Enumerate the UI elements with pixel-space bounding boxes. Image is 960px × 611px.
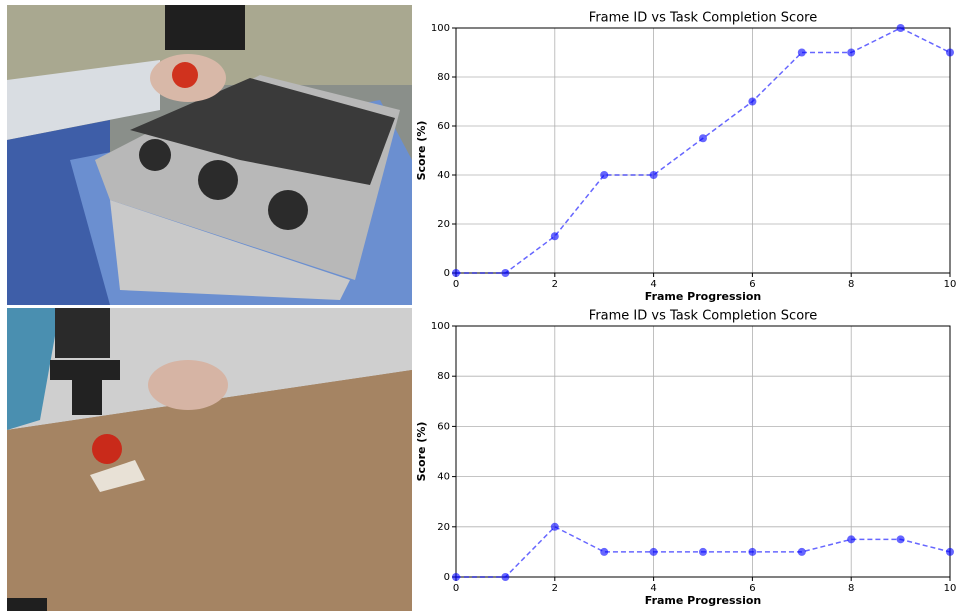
data-point	[896, 24, 905, 32]
x-tick-label: 8	[848, 583, 854, 594]
x-tick-label: 4	[650, 279, 656, 290]
data-point	[946, 547, 954, 556]
x-tick-label: 0	[453, 279, 459, 290]
y-tick-label: 80	[437, 371, 450, 382]
x-tick-label: 0	[453, 583, 459, 594]
chart: 0 20 40 60 80 100 0 2 4 6 8 10 Frame ID vs Task Comp…	[415, 309, 956, 608]
y-tick-label: 60	[437, 121, 450, 132]
x-tick-label: 4	[650, 583, 656, 594]
data-point	[699, 134, 707, 143]
data-point	[797, 48, 806, 57]
data-point	[748, 547, 757, 556]
photo-table	[7, 308, 412, 611]
x-tick-label: 2	[552, 279, 558, 290]
plot-area	[456, 326, 950, 577]
y-axis-label: Score (%)	[415, 121, 428, 181]
photo-kitchen	[7, 5, 412, 305]
x-axis-label: Frame Progression	[645, 594, 761, 607]
y-tick-label: 80	[437, 72, 450, 83]
y-tick-label: 0	[444, 572, 450, 583]
data-point	[896, 535, 905, 544]
data-point	[550, 522, 559, 531]
data-point	[550, 232, 559, 241]
data-point	[649, 171, 658, 179]
x-tick-label: 6	[749, 279, 755, 290]
y-tick-label: 60	[437, 421, 450, 432]
data-point	[649, 547, 658, 556]
chart-title: Frame ID vs Task Completion Score	[589, 309, 817, 324]
data-point	[699, 547, 707, 556]
y-tick-label: 40	[437, 170, 450, 181]
y-tick-label: 20	[437, 522, 450, 533]
x-axis-label: Frame Progression	[645, 290, 761, 303]
x-tick-label: 8	[848, 279, 854, 290]
y-tick-label: 100	[431, 23, 450, 34]
y-axis-label: Score (%)	[415, 422, 428, 482]
data-point	[501, 573, 510, 581]
data-point	[946, 48, 954, 57]
data-point	[452, 269, 460, 277]
chart: 0 20 40 60 80 100 0 2 4 6 8 10 Frame ID vs Task Comp…	[415, 11, 956, 304]
y-tick-label: 0	[444, 268, 450, 279]
x-tick-label: 10	[944, 583, 957, 594]
data-point	[452, 573, 460, 581]
data-point	[501, 269, 510, 277]
x-tick-label: 6	[749, 583, 755, 594]
data-point	[748, 97, 757, 106]
plot-frame	[455, 27, 951, 274]
data-point	[600, 171, 609, 179]
plot-frame	[455, 325, 951, 578]
data-point	[847, 48, 856, 57]
data-point	[847, 535, 856, 544]
y-tick-label: 100	[431, 321, 450, 332]
x-tick-label: 10	[944, 279, 957, 290]
x-tick-label: 2	[552, 583, 558, 594]
chart-title: Frame ID vs Task Completion Score	[589, 11, 817, 26]
data-point	[600, 547, 609, 556]
y-tick-label: 20	[437, 219, 450, 230]
y-tick-label: 40	[437, 472, 450, 483]
plot-area	[456, 28, 950, 273]
data-point	[797, 547, 806, 556]
